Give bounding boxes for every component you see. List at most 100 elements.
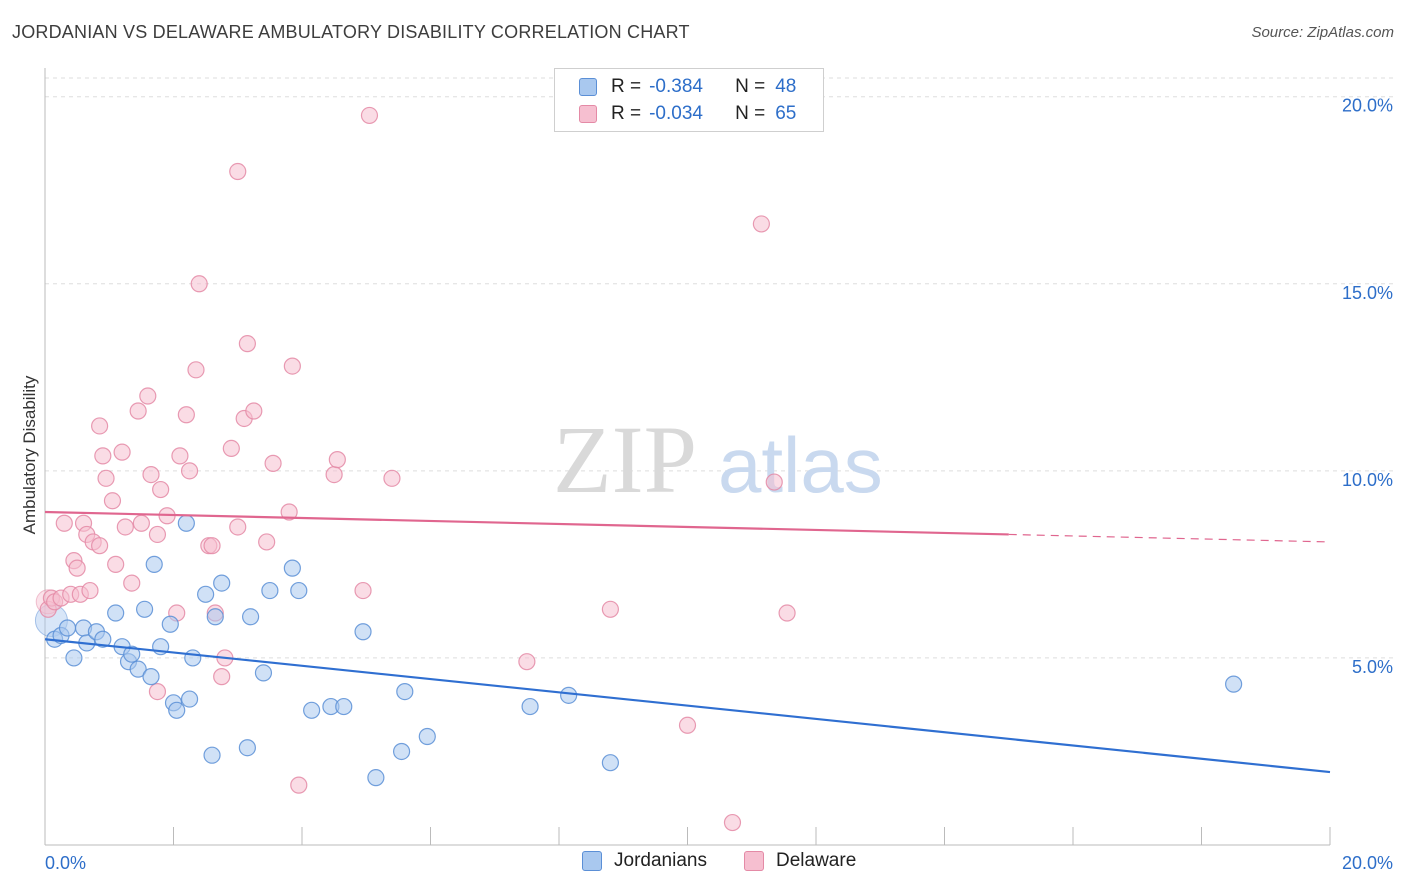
- jordanians-point: [283, 559, 301, 577]
- delaware-point: [190, 275, 208, 293]
- delaware-point: [132, 514, 150, 532]
- legend-n-value: 48: [775, 76, 797, 97]
- legend-swatch-blue: [582, 851, 602, 871]
- legend-n-value: 65: [775, 103, 797, 124]
- delaware-point: [258, 533, 276, 551]
- delaware-point: [264, 454, 282, 472]
- delaware-point: [97, 469, 115, 487]
- legend-n-label: N =: [735, 103, 766, 124]
- jordanians-point: [396, 682, 414, 701]
- delaware-point: [222, 439, 240, 458]
- jordanians-point: [65, 649, 83, 667]
- delaware-point: [290, 776, 308, 794]
- jordanians-point: [261, 581, 279, 600]
- jordanians-point: [142, 668, 160, 686]
- delaware-point: [91, 417, 109, 435]
- delaware-point: [180, 462, 199, 480]
- y-tick-label: 15.0%: [1342, 283, 1393, 303]
- legend-swatch-pink: [744, 851, 764, 871]
- delaware-point: [752, 215, 770, 233]
- delaware-point: [139, 387, 157, 405]
- legend-r-label: R =: [611, 76, 642, 97]
- x-tick-label: 20.0%: [1342, 853, 1393, 873]
- delaware-point: [142, 465, 160, 484]
- legend-swatch-blue: [579, 78, 597, 96]
- delaware-point: [723, 813, 742, 832]
- delaware-point: [213, 668, 231, 686]
- delaware-point: [360, 106, 379, 125]
- delaware-point: [238, 335, 256, 353]
- delaware-point: [765, 473, 783, 491]
- delaware-point: [325, 465, 343, 484]
- source-label: Source: ZipAtlas.com: [1251, 24, 1394, 41]
- delaware-point: [203, 537, 221, 555]
- legend-label-jordanians: Jordanians: [614, 850, 707, 871]
- legend-r-value: -0.034: [649, 103, 703, 124]
- watermark-zip: ZIP: [553, 406, 697, 513]
- legend-label-delaware: Delaware: [776, 850, 857, 871]
- delaware-point: [129, 402, 147, 420]
- jordanians-point: [242, 608, 260, 626]
- delaware-point: [152, 480, 170, 499]
- y-tick-label: 10.0%: [1342, 470, 1393, 490]
- legend-item-delaware: Delaware: [744, 850, 856, 872]
- jordanians-point: [213, 574, 231, 592]
- jordanians-trend-line: [44, 638, 1331, 774]
- delaware-point: [148, 682, 167, 701]
- delaware-point: [280, 503, 298, 521]
- delaware-point: [177, 406, 195, 424]
- legend-row-delaware: R = -0.034 N = 65: [579, 102, 796, 126]
- jordanians-point: [238, 739, 256, 757]
- jordanians-point: [184, 649, 202, 667]
- delaware-point: [113, 443, 131, 461]
- legend-r-value: -0.384: [649, 76, 703, 97]
- grid-lines: [45, 77, 1395, 659]
- delaware-point: [103, 492, 122, 510]
- jordanians-point: [367, 769, 385, 787]
- x-tick-label: 0.0%: [45, 853, 86, 873]
- delaware-point: [778, 604, 796, 622]
- delaware-point: [354, 581, 372, 600]
- delaware-point: [55, 514, 73, 532]
- jordanians-point: [123, 645, 141, 663]
- jordanians-point: [180, 690, 199, 708]
- data-points: [34, 106, 1243, 832]
- jordanians-point: [392, 742, 411, 761]
- y-tick-label: 20.0%: [1342, 96, 1393, 116]
- delaware-point: [107, 555, 125, 573]
- delaware-point: [383, 469, 401, 487]
- y-axis-label: Ambulatory Disability: [20, 375, 39, 534]
- delaware-point: [229, 518, 247, 536]
- y-tick-label: 5.0%: [1352, 657, 1393, 677]
- jordanians-point: [168, 701, 186, 719]
- delaware-point: [116, 518, 134, 536]
- jordanians-point: [418, 727, 436, 746]
- legend-swatch-pink: [579, 105, 597, 123]
- delaware-trend-line: [44, 510, 1009, 536]
- jordanians-point: [135, 600, 154, 618]
- jordanians-point: [303, 701, 321, 719]
- delaware-point: [187, 361, 205, 379]
- delaware-point: [91, 537, 109, 555]
- jordanians-point: [129, 660, 147, 678]
- jordanians-point: [197, 585, 215, 603]
- jordanians-point: [206, 608, 224, 626]
- delaware-point: [81, 581, 99, 600]
- trend-lines: [44, 510, 1331, 774]
- delaware-point: [68, 559, 86, 577]
- delaware-point: [283, 357, 301, 375]
- legend-r-label: R =: [611, 103, 642, 124]
- delaware-point: [518, 653, 536, 671]
- jordanians-point: [354, 623, 372, 641]
- delaware-point: [123, 574, 141, 592]
- chart-title: JORDANIAN VS DELAWARE AMBULATORY DISABIL…: [12, 22, 690, 42]
- delaware-point: [678, 716, 697, 734]
- stats-legend: R = -0.384 N = 48 R = -0.034 N = 65: [554, 68, 824, 132]
- watermark: ZIP atlas: [553, 406, 883, 513]
- jordanians-point: [290, 581, 308, 600]
- legend-row-jordanians: R = -0.384 N = 48: [579, 75, 796, 99]
- jordanians-point: [94, 630, 112, 648]
- jordanians-point: [177, 514, 195, 532]
- jordanians-point: [58, 619, 77, 637]
